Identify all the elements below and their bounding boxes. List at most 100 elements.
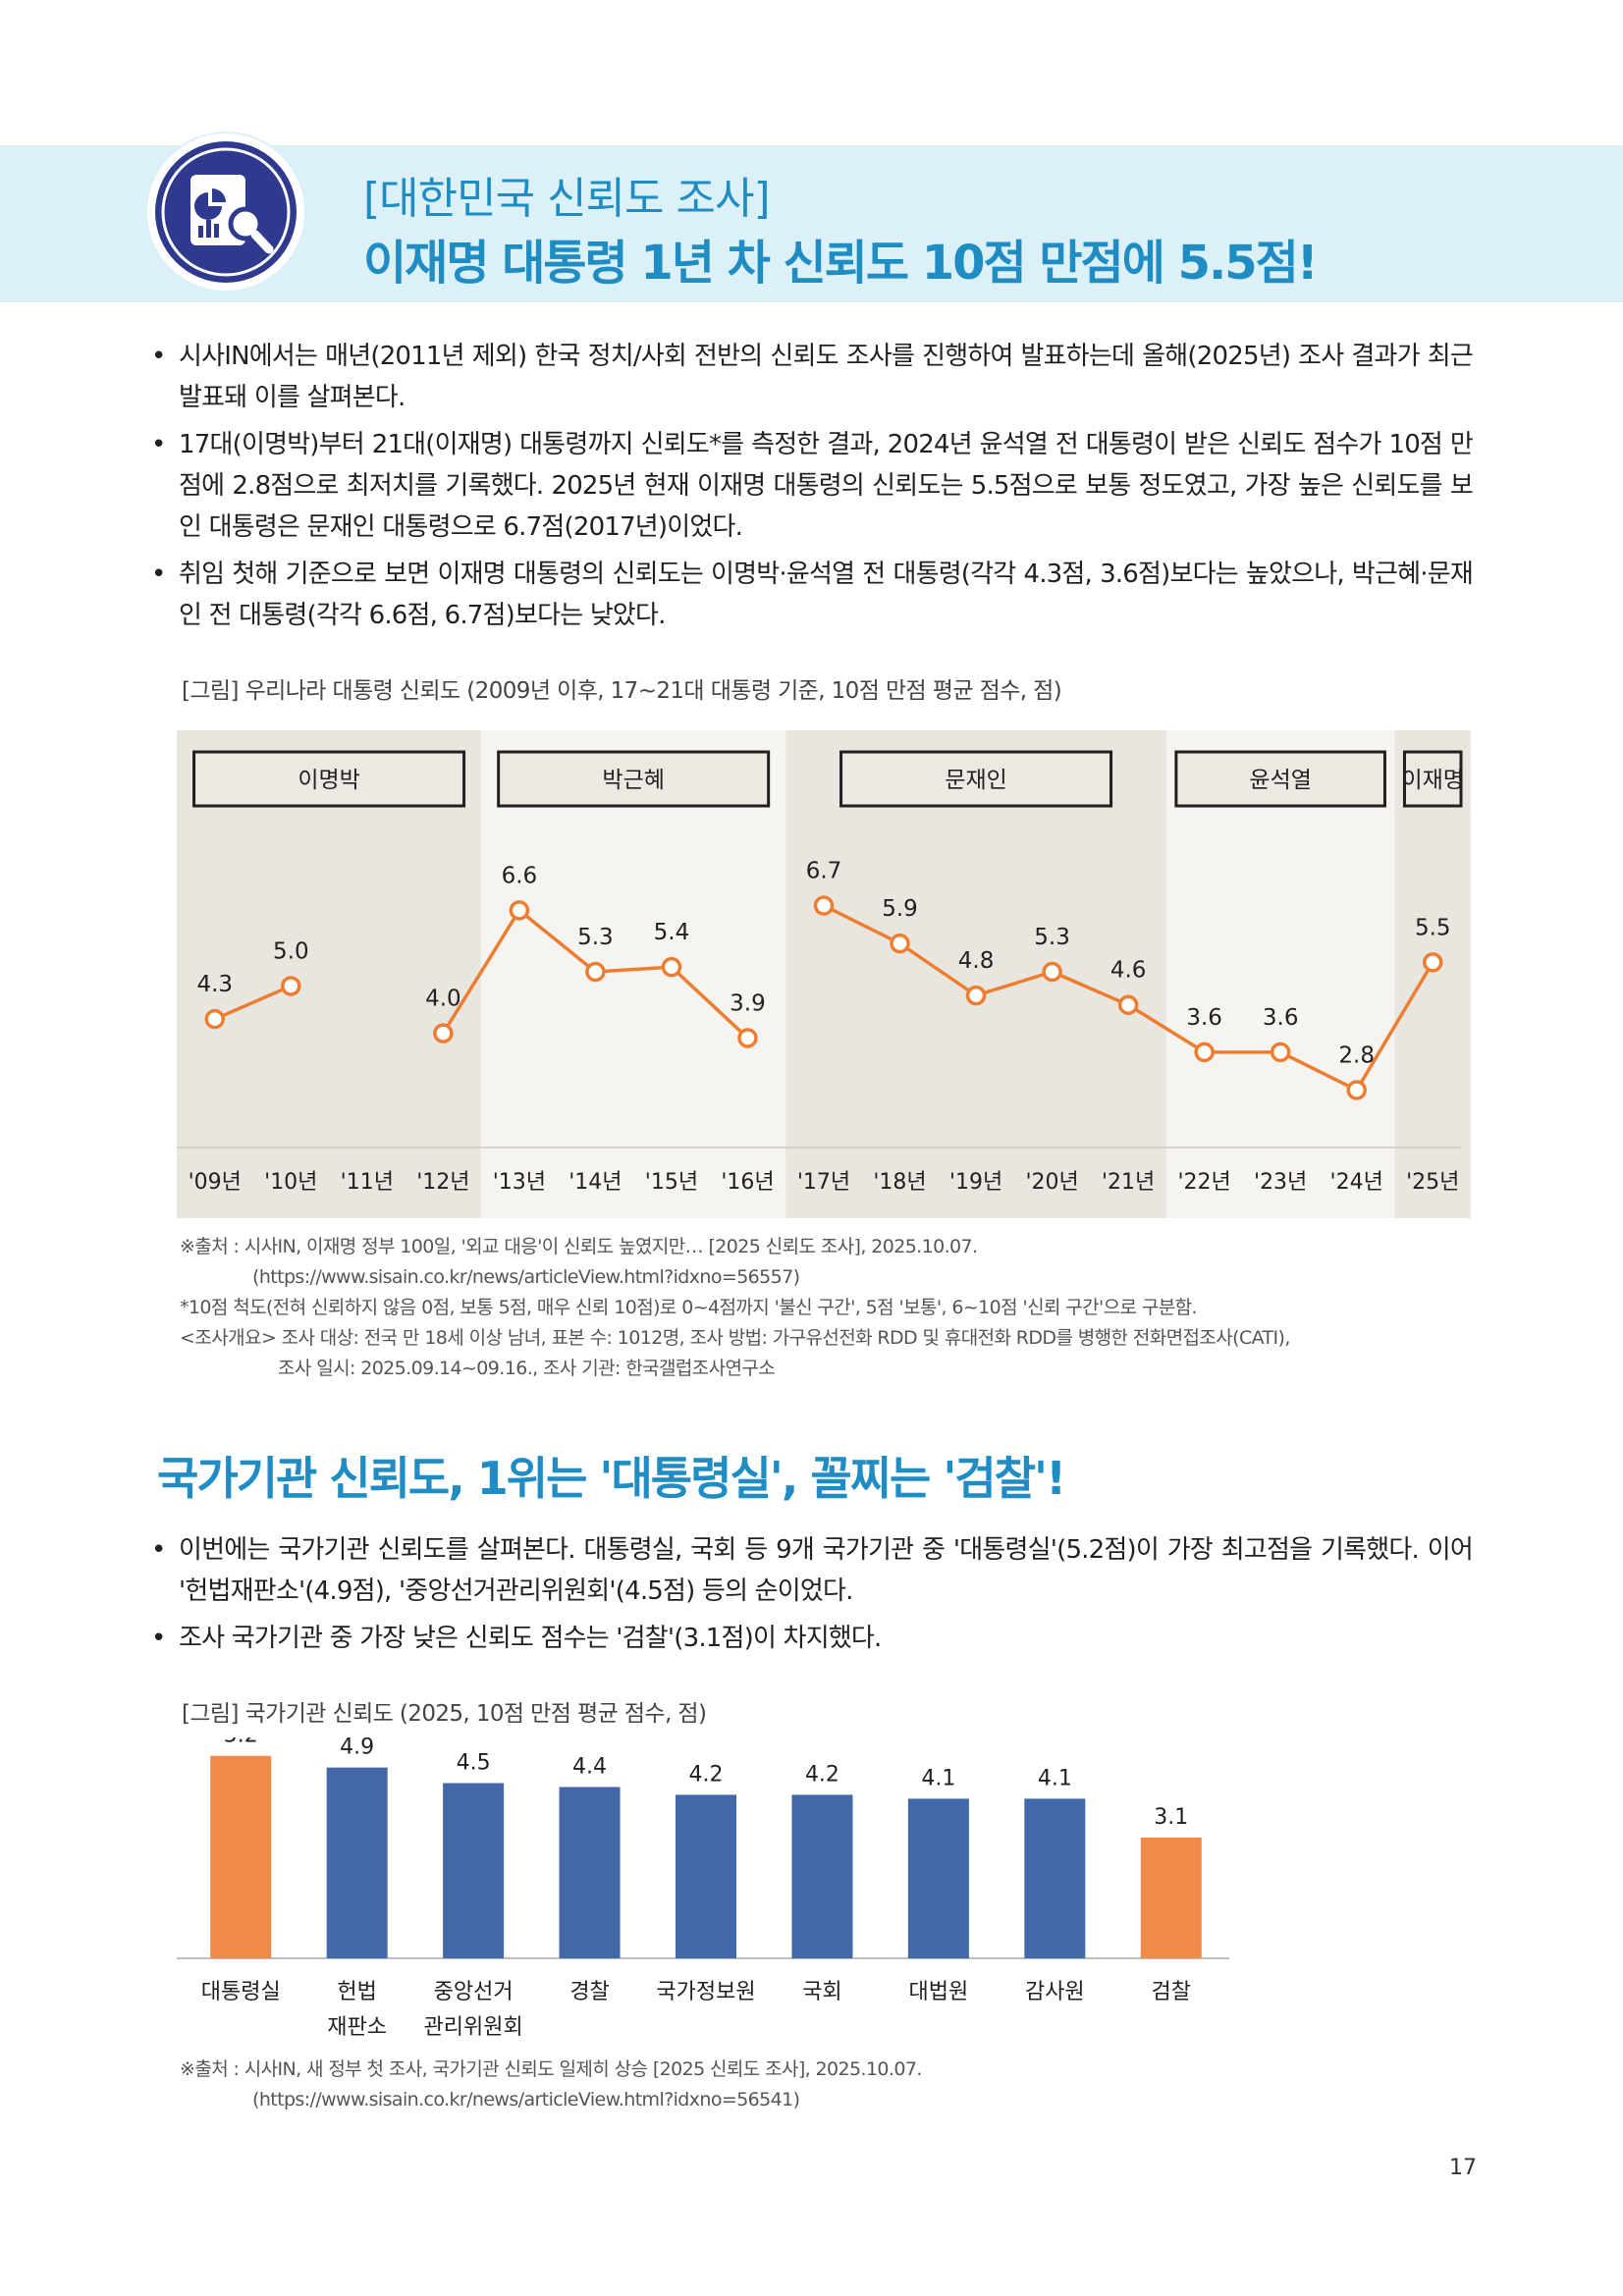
list-item: 시사IN에서는 매년(2011년 제외) 한국 정치/사회 전반의 신뢰도 조사… [147,336,1474,418]
data-label: 4.4 [572,1754,607,1779]
list-item: 조사 국가기관 중 가장 낮은 신뢰도 점수는 '검찰'(3.1점)이 차지했다… [147,1618,1473,1659]
data-point [1194,1041,1215,1063]
trust-line-series [214,984,292,1021]
header-subtitle: [대한민국 신뢰도 조사] [363,174,771,224]
figure1-caption: [그림] 우리나라 대통령 신뢰도 (2009년 이후, 17~21대 대통령 … [182,678,1062,704]
data-label: 5.4 [654,920,690,945]
data-label: 4.1 [1038,1766,1072,1790]
x-tick-label: 국회 [802,1980,841,2004]
data-point [965,985,987,1006]
data-point [433,1023,454,1043]
source-line: <조사개요> 조사 대상: 전국 만 18세 이상 남녀, 표본 수: 1012… [180,1327,1290,1349]
data-label: 3.6 [1263,1005,1299,1031]
x-tick-label: '15년 [645,1170,698,1195]
data-label: 5.3 [577,925,614,950]
data-label: 3.6 [1186,1005,1222,1031]
source-line: ※출처 : 시사IN, 새 정부 첫 조사, 국가기관 신뢰도 일제히 상승 [… [180,2058,922,2080]
x-tick-label: 헌법 [337,1980,376,2004]
data-label: 3.1 [1154,1805,1188,1830]
x-tick-label: '24년 [1330,1170,1383,1195]
x-tick-label: '19년 [949,1170,1002,1195]
x-tick-label: 검찰 [1152,1980,1191,2004]
president-label: 박근혜 [602,768,664,793]
x-tick-label: '12년 [416,1170,469,1195]
x-tick-label: 국가정보원 [656,1980,755,2004]
institution-trust-bar-chart: 5.2 대통령실 4.9 헌법재판소 4.5 중앙선거관리위원회 4.4 경찰 4.2 국가정보원… [177,1737,1229,2040]
x-tick-label: '23년 [1254,1170,1307,1195]
data-point [204,1008,226,1030]
data-label: 2.8 [1338,1042,1375,1068]
x-tick-label: 대법원 [909,1980,969,2004]
president-label-box [1402,750,1463,808]
data-label: 4.5 [457,1751,491,1776]
bar [791,1794,853,1958]
figure2-source: ※출처 : 시사IN, 새 정부 첫 조사, 국가기관 신뢰도 일제히 상승 [… [180,2055,922,2115]
data-point [281,976,301,996]
data-point [737,1028,758,1048]
bar [1140,1838,1202,1958]
x-tick-label: '13년 [493,1170,546,1195]
figure2-caption: [그림] 국가기관 신뢰도 (2025, 10점 만점 평균 점수, 점) [182,1701,707,1727]
x-tick-label: 경찰 [569,1980,609,2004]
president-band [177,730,482,1218]
x-tick-label: '21년 [1102,1170,1155,1195]
president-label-box [192,750,466,808]
bar [326,1767,388,1958]
data-point [890,933,910,954]
x-tick-label: 감사원 [1025,1980,1085,2004]
president-band [1165,730,1395,1218]
source-line: *10점 척도(전혀 신뢰하지 않음 0점, 보통 5점, 매우 신뢰 10점)… [180,1297,1198,1318]
president-label-box [497,750,771,808]
president-trust-line-chart: 이명박 박근혜 문재인 윤석열 이재명 4.3 5.0 4.0 6.6 5.3 5.4 3.9 6.7 5… [177,730,1471,1218]
list-item: 취임 첫해 기준으로 보면 이재명 대통령의 신뢰도는 이명박·윤석열 전 대통… [147,554,1474,636]
x-tick-label: '14년 [568,1170,622,1195]
president-label: 이재명 [1401,768,1463,793]
data-label: 4.2 [805,1762,839,1787]
data-point [1270,1041,1291,1063]
source-line: ※출처 : 시사IN, 이재명 정부 100일, '외교 대응'이 신뢰도 높였… [180,1236,978,1257]
president-label-box [839,750,1113,808]
x-tick-label: 관리위원회 [424,2015,523,2040]
bar [443,1783,505,1958]
data-point [813,895,835,916]
data-label: 5.9 [882,896,918,922]
data-point [1117,994,1139,1015]
data-label: 4.1 [921,1766,955,1790]
x-tick-label: 재판소 [327,2015,387,2040]
data-point [661,956,682,978]
data-label: 6.7 [806,859,842,884]
data-label: 5.0 [273,938,309,964]
president-label: 이명박 [298,768,359,793]
source-line: (https://www.sisain.co.kr/news/articleVi… [252,1266,800,1288]
intro-bullet-list: 시사IN에서는 매년(2011년 제외) 한국 정치/사회 전반의 신뢰도 조사… [147,336,1474,642]
data-label: 4.3 [196,972,233,997]
x-tick-label: '16년 [721,1170,774,1195]
x-tick-label: 대통령실 [201,1980,281,2004]
president-label: 문재인 [945,768,1006,793]
data-label: 4.8 [958,948,995,974]
data-label: 5.5 [1415,915,1451,940]
data-point [509,900,530,921]
source-line: 조사 일시: 2025.09.14~09.16., 조사 기관: 한국갤럽조사연… [278,1358,776,1379]
data-label: 4.6 [1110,958,1147,984]
president-band [481,730,786,1218]
bar [210,1755,272,1958]
bar [559,1787,621,1958]
data-label: 5.2 [224,1737,258,1748]
figure1-source: ※출처 : 시사IN, 이재명 정부 100일, '외교 대응'이 신뢰도 높였… [180,1232,1290,1384]
x-tick-label: 중앙선거 [434,1980,514,2004]
bar [907,1798,969,1958]
section2-title: 국가기관 신뢰도, 1위는 '대통령실', 꼴찌는 '검찰'! [157,1452,1066,1505]
list-item: 이번에는 국가기관 신뢰도를 살펴본다. 대통령실, 국회 등 9개 국가기관 … [147,1529,1474,1612]
data-label: 4.9 [340,1737,374,1760]
data-point [1042,961,1062,983]
report-magnifier-icon [147,133,304,291]
x-tick-label: '09년 [189,1170,242,1195]
president-label-box [1174,750,1386,808]
x-tick-label: '17년 [797,1170,850,1195]
data-label: 3.9 [730,990,766,1016]
x-tick-label: '10년 [264,1170,317,1195]
x-tick-label: '20년 [1025,1170,1078,1195]
data-label: 5.3 [1034,925,1070,950]
list-item: 17대(이명박)부터 21대(이재명) 대통령까지 신뢰도*를 측정한 결과, … [147,424,1474,548]
